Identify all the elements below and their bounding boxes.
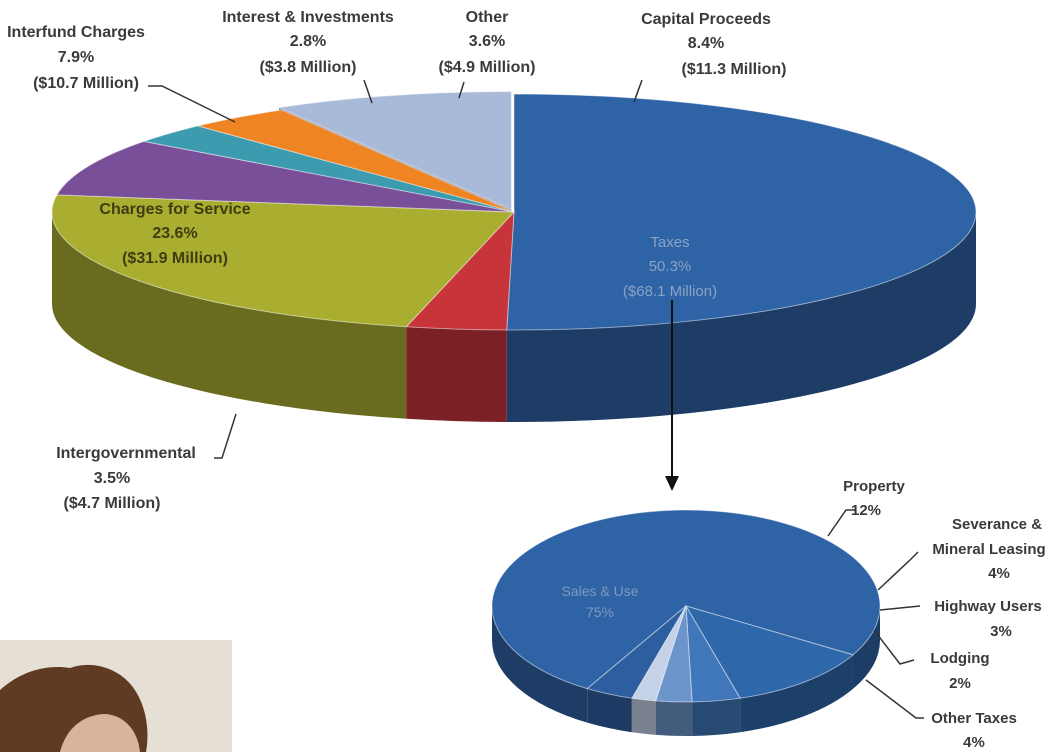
other-pct: 3.6% — [469, 33, 505, 50]
main-slice-other — [197, 109, 515, 213]
leader-severance — [877, 551, 919, 591]
label-taxes: Taxes 50.3% ($68.1 Million) — [623, 234, 717, 300]
main-slice-taxes — [506, 93, 977, 331]
main-side-taxes — [506, 212, 976, 422]
other-taxes-pct: 4% — [963, 734, 985, 751]
leader-capital-proceeds — [633, 79, 643, 103]
capital-proceeds-name: Capital Proceeds — [641, 11, 771, 28]
lodging-name: Lodging — [930, 650, 989, 667]
intergovernmental-amount: ($4.7 Million) — [64, 495, 161, 512]
taxes-breakdown-pie-chart — [491, 509, 881, 736]
main-slice-capital-proceeds — [277, 91, 512, 211]
drilldown-arrow — [665, 300, 679, 491]
property-name: Property — [843, 478, 905, 495]
revenue-pie-chart — [51, 91, 977, 422]
sub-side-sales-use — [852, 606, 880, 689]
label-charges-for-service: Charges for Service 23.6% ($31.9 Million… — [99, 201, 250, 267]
sub-slice-other-taxes — [586, 605, 687, 699]
sub-slice-lodging — [631, 605, 687, 702]
taxes-pct: 50.3% — [649, 258, 692, 275]
other-taxes-name: Other Taxes — [931, 710, 1017, 727]
intergovernmental-pct: 3.5% — [94, 470, 130, 487]
sub-leader-lines — [827, 509, 924, 719]
sub-slice-severance — [685, 605, 741, 703]
charges-for-service-name: Charges for Service — [99, 201, 250, 218]
interest-investments-name: Interest & Investments — [222, 9, 394, 26]
severance-pct: 4% — [988, 565, 1010, 582]
label-property: Property 12% — [843, 478, 905, 519]
label-intergovernmental: Intergovernmental 3.5% ($4.7 Million) — [56, 445, 196, 512]
taxes-amount: ($68.1 Million) — [623, 283, 717, 300]
severance-name: Severance & — [952, 516, 1042, 533]
label-sales-use: Sales & Use 75% — [561, 583, 638, 620]
main-leader-lines — [148, 79, 643, 459]
label-severance-mineral: Severance & Mineral Leasing 4% — [932, 516, 1045, 582]
sub-side-sales-use — [492, 606, 588, 723]
sub-slice-highway-users — [654, 605, 693, 703]
leader-intergovernmental — [214, 413, 237, 459]
intergovernmental-name: Intergovernmental — [56, 445, 196, 462]
capital-proceeds-amount: ($11.3 Million) — [682, 61, 787, 78]
label-other: Other 3.6% ($4.9 Million) — [439, 9, 536, 76]
sub-slice-sales-use — [491, 509, 881, 690]
sub-side-lodging — [631, 698, 656, 735]
leader-interfund-charges — [148, 85, 236, 123]
sub-slice-property — [684, 605, 855, 699]
label-interest-investments: Interest & Investments 2.8% ($3.8 Millio… — [222, 9, 394, 76]
label-other-taxes: Other Taxes 4% — [931, 710, 1017, 751]
sales-use-pct: 75% — [586, 604, 614, 620]
interest-investments-amount: ($3.8 Million) — [260, 59, 357, 76]
sub-side-highway-users — [655, 700, 693, 736]
interfund-charges-amount: ($10.7 Million) — [33, 75, 139, 92]
main-slice-intergovernmental — [405, 210, 515, 331]
lodging-pct: 2% — [949, 675, 971, 692]
main-side-intergovernmental — [406, 326, 507, 422]
sub-side-other-taxes — [587, 688, 632, 733]
portrait-photo — [0, 640, 232, 752]
highway-users-name: Highway Users — [934, 598, 1042, 615]
leader-highway-users — [879, 605, 921, 611]
property-pct: 12% — [851, 502, 881, 519]
sub-side-severance — [692, 698, 741, 736]
highway-users-pct: 3% — [990, 623, 1012, 640]
leader-interest-investments — [363, 79, 373, 104]
leader-property — [827, 509, 856, 537]
severance-name-line2: Mineral Leasing — [932, 541, 1045, 558]
interest-investments-pct: 2.8% — [290, 33, 326, 50]
other-amount: ($4.9 Million) — [439, 59, 536, 76]
charges-for-service-amount: ($31.9 Million) — [122, 250, 228, 267]
taxes-name: Taxes — [650, 234, 689, 251]
main-slice-interfund-charges — [56, 140, 515, 213]
main-slice-charges-for-service — [51, 194, 516, 328]
sales-use-name: Sales & Use — [561, 583, 638, 599]
label-lodging: Lodging 2% — [930, 650, 989, 692]
label-capital-proceeds: Capital Proceeds 8.4% ($11.3 Million) — [641, 11, 786, 78]
sub-side-property — [740, 654, 853, 733]
leader-other-taxes — [865, 679, 924, 719]
interfund-charges-pct: 7.9% — [58, 49, 94, 66]
charges-for-service-pct: 23.6% — [152, 225, 197, 242]
label-highway-users: Highway Users 3% — [934, 598, 1042, 640]
interfund-charges-name: Interfund Charges — [7, 24, 145, 41]
main-slice-interest-investments — [141, 125, 515, 213]
capital-proceeds-pct: 8.4% — [688, 35, 724, 52]
leader-lodging — [873, 629, 915, 665]
main-side-charges-for-service — [52, 212, 407, 419]
leader-other — [458, 81, 465, 99]
label-interfund-charges: Interfund Charges 7.9% ($10.7 Million) — [7, 24, 145, 92]
other-name: Other — [466, 9, 509, 26]
